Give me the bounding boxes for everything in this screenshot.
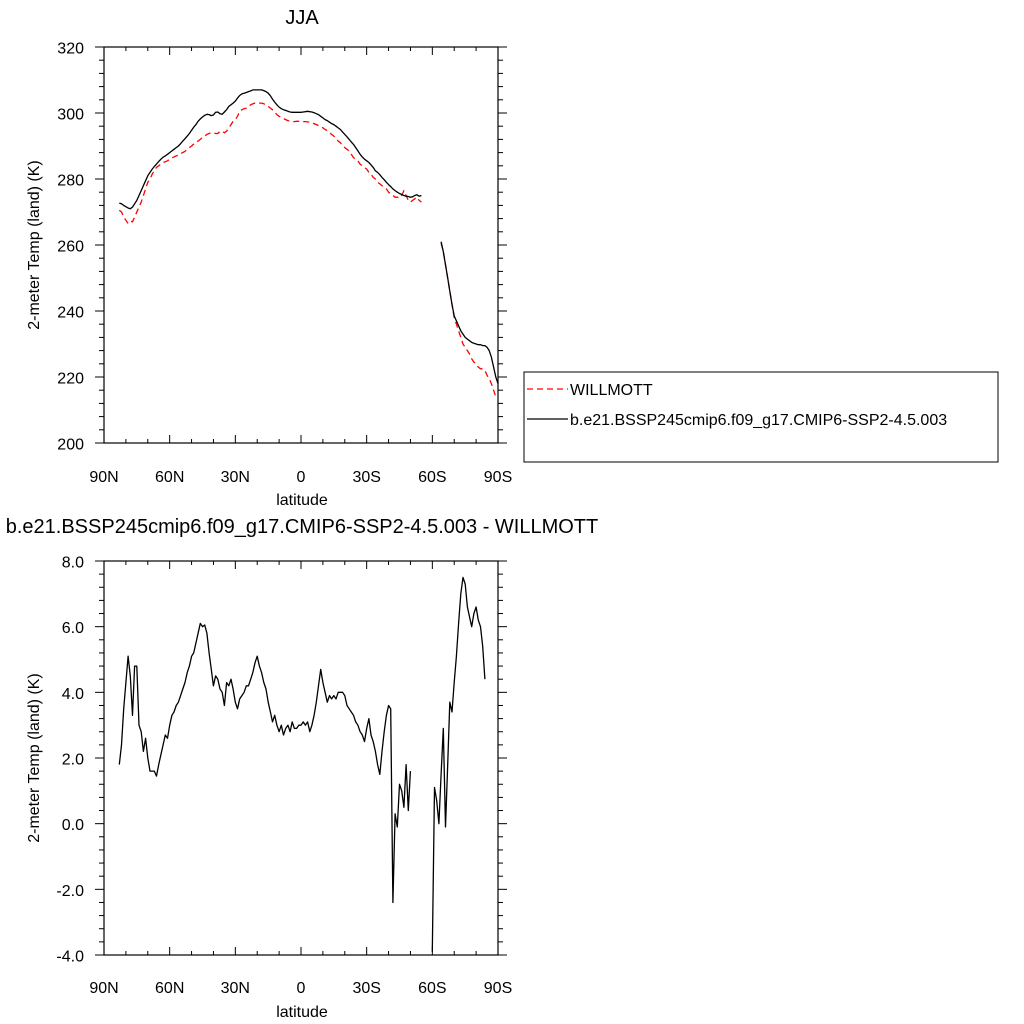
top-panel: JJA 200 220 240 260 280 300 320 90N 60N … xyxy=(26,7,512,509)
top-ytick-label: 280 xyxy=(57,173,84,190)
legend-box xyxy=(523,371,999,463)
top-xtick-label: 90N xyxy=(89,469,118,486)
top-xtick-label: 60S xyxy=(418,469,446,486)
bottom-ytick-label: 6.0 xyxy=(62,620,84,637)
bottom-series-line-0 xyxy=(118,622,412,904)
top-plot-frame xyxy=(103,46,499,444)
top-xtick-label: 90S xyxy=(484,469,512,486)
bottom-xtick-label: 90N xyxy=(89,980,118,997)
top-ytick-label: 260 xyxy=(57,239,84,256)
top-xtick-label: 60N xyxy=(155,469,184,486)
top-axis-ticks xyxy=(95,46,507,444)
top-ytick-label: 320 xyxy=(57,41,84,58)
bottom-ytick-label: 0.0 xyxy=(62,817,84,834)
legend-label-willmott: WILLMOTT xyxy=(570,382,653,399)
bottom-xtick-label: 60S xyxy=(418,980,446,997)
bottom-axis-ticks xyxy=(95,560,507,956)
bottom-xtick-label: 0 xyxy=(297,980,306,997)
bottom-xtick-label: 60N xyxy=(155,980,184,997)
bottom-x-axis-label: latitude xyxy=(276,1004,328,1021)
top-xtick-label: 30S xyxy=(352,469,380,486)
bottom-ytick-label: -4.0 xyxy=(56,949,84,966)
top-xtick-label: 30N xyxy=(221,469,250,486)
top-series-line-0 xyxy=(118,102,422,225)
bottom-ytick-label: 8.0 xyxy=(62,555,84,572)
bottom-xtick-label: 30S xyxy=(352,980,380,997)
bottom-y-axis-label: 2-meter Temp (land) (K) xyxy=(26,673,43,843)
bottom-xtick-label: 90S xyxy=(484,980,512,997)
bottom-ytick-label: -2.0 xyxy=(56,883,84,900)
top-series-line-1 xyxy=(119,89,422,210)
top-plot-lines xyxy=(118,89,499,399)
top-series-line-0 xyxy=(440,243,499,399)
top-y-axis-label: 2-meter Temp (land) (K) xyxy=(26,160,43,330)
top-series-line-1 xyxy=(440,241,499,384)
top-chart-title: JJA xyxy=(285,7,319,29)
legend: WILLMOTT b.e21.BSSP245cmip6.f09_g17.CMIP… xyxy=(523,371,999,463)
bottom-series-line-0 xyxy=(431,576,486,952)
bottom-plot-lines xyxy=(118,576,486,952)
bottom-xtick-label: 30N xyxy=(221,980,250,997)
top-xtick-label: 0 xyxy=(297,469,306,486)
top-ytick-label: 240 xyxy=(57,305,84,322)
top-ytick-label: 300 xyxy=(57,107,84,124)
top-ytick-label: 200 xyxy=(57,437,84,454)
legend-label-model: b.e21.BSSP245cmip6.f09_g17.CMIP6-SSP2-4.… xyxy=(570,412,947,429)
top-ytick-label: 220 xyxy=(57,371,84,388)
bottom-panel: b.e21.BSSP245cmip6.f09_g17.CMIP6-SSP2-4.… xyxy=(6,516,599,1021)
bottom-plot-frame xyxy=(103,560,499,956)
bottom-chart-title: b.e21.BSSP245cmip6.f09_g17.CMIP6-SSP2-4.… xyxy=(6,516,599,538)
top-x-axis-label: latitude xyxy=(276,492,328,509)
bottom-ytick-label: 4.0 xyxy=(62,686,84,703)
bottom-ytick-label: 2.0 xyxy=(62,752,84,769)
